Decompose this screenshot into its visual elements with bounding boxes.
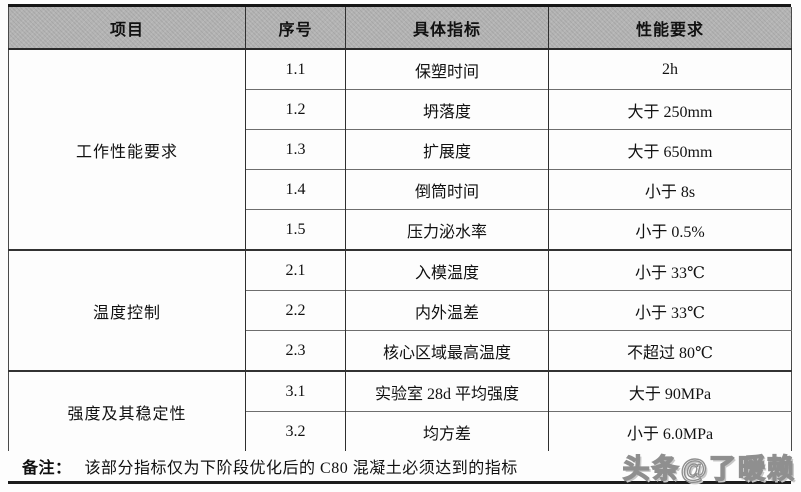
table-row: 1.3 扩展度 大于 650mm <box>9 129 792 170</box>
cell-requirement: 大于 250mm <box>548 89 792 130</box>
table-row: 2.2 内外温差 小于 33℃ <box>9 290 792 331</box>
table-row: 1.2 坍落度 大于 250mm <box>9 89 792 130</box>
cell-category: 温度控制 <box>8 249 246 371</box>
cell-indicator: 倒筒时间 <box>345 169 549 210</box>
cell-indicator: 入模温度 <box>345 249 549 291</box>
cell-indicator: 坍落度 <box>345 89 549 130</box>
cell-requirement: 小于 33℃ <box>548 249 792 291</box>
footnote-label: 备注： <box>22 460 72 477</box>
cell-no: 1.4 <box>245 169 346 210</box>
cell-indicator: 压力泌水率 <box>345 209 549 250</box>
footnote-text: 该部分指标仅为下阶段优化后的 C80 混凝土必须达到的指标 <box>84 460 518 477</box>
cell-requirement: 小于 6.0MPa <box>548 411 792 451</box>
watermark-text: 头条@了暖赖 <box>622 453 796 484</box>
cell-no: 3.1 <box>245 370 346 412</box>
table-footnote: 备注： 该部分指标仅为下阶段优化后的 C80 混凝土必须达到的指标 <box>8 451 791 481</box>
cell-requirement: 2h <box>548 48 792 90</box>
table-header-row: 项目 序号 具体指标 性能要求 <box>8 7 792 50</box>
cell-requirement: 大于 90MPa <box>548 370 792 412</box>
col-header-project: 项目 <box>8 7 246 50</box>
col-header-serial: 序号 <box>245 7 346 50</box>
cell-category: 工作性能要求 <box>8 48 246 250</box>
cell-no: 1.3 <box>245 129 346 170</box>
table-row: 1.4 倒筒时间 小于 8s <box>9 169 792 210</box>
cell-requirement: 小于 33℃ <box>548 290 792 331</box>
cell-no: 3.2 <box>245 411 346 451</box>
cell-requirement: 不超过 80℃ <box>548 330 792 371</box>
table-row: 3.2 均方差 小于 6.0MPa <box>9 411 792 451</box>
cell-indicator: 实验室 28d 平均强度 <box>345 370 549 412</box>
cell-no: 1.1 <box>245 48 346 90</box>
table-row: 工作性能要求 1.1 保塑时间 2h <box>8 48 792 250</box>
cell-no: 2.1 <box>245 249 346 291</box>
cell-no: 2.2 <box>245 290 346 331</box>
cell-indicator: 均方差 <box>345 411 549 451</box>
cell-requirement: 大于 650mm <box>548 129 792 170</box>
spec-table-sheet: 项目 序号 具体指标 性能要求 工作性能要求 1.1 保塑时间 2h 1.2 坍… <box>8 4 792 484</box>
table-row: 强度及其稳定性 3.1 实验室 28d 平均强度 大于 90MPa <box>8 370 792 451</box>
spec-table: 项目 序号 具体指标 性能要求 工作性能要求 1.1 保塑时间 2h 1.2 坍… <box>8 7 792 451</box>
table-row: 1.5 压力泌水率 小于 0.5% <box>9 209 792 250</box>
cell-category: 强度及其稳定性 <box>8 370 246 451</box>
col-header-requirement: 性能要求 <box>548 7 792 50</box>
cell-requirement: 小于 0.5% <box>548 209 792 250</box>
cell-no: 1.5 <box>245 209 346 250</box>
table-row: 温度控制 2.1 入模温度 小于 33℃ <box>8 249 792 371</box>
cell-requirement: 小于 8s <box>548 169 792 210</box>
cell-indicator: 核心区域最高温度 <box>345 330 549 371</box>
table-row: 2.3 核心区域最高温度 不超过 80℃ <box>9 330 792 371</box>
cell-no: 1.2 <box>245 89 346 130</box>
col-header-indicator: 具体指标 <box>345 7 549 50</box>
cell-indicator: 内外温差 <box>345 290 549 331</box>
cell-indicator: 扩展度 <box>345 129 549 170</box>
cell-no: 2.3 <box>245 330 346 371</box>
cell-indicator: 保塑时间 <box>345 48 549 90</box>
